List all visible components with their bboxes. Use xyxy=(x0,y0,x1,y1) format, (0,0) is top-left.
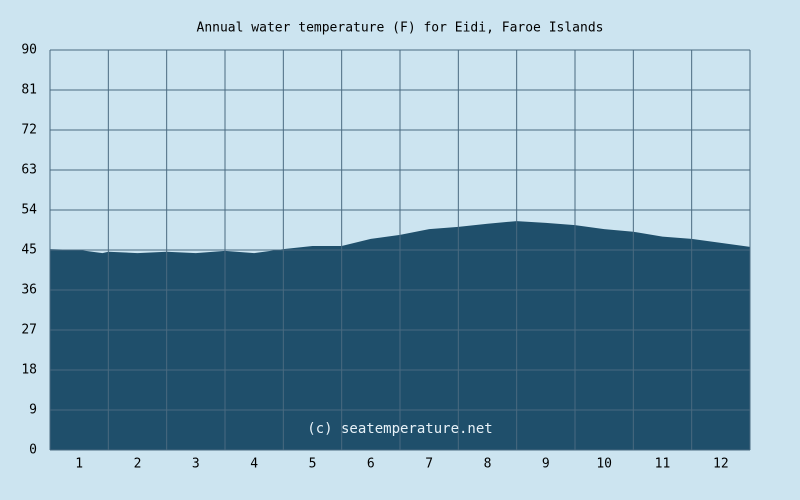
y-tick-label: 54 xyxy=(21,203,37,218)
x-tick-label: 2 xyxy=(134,457,142,472)
x-tick-label: 9 xyxy=(542,457,550,472)
y-tick-label: 72 xyxy=(21,123,37,138)
x-tick-label: 12 xyxy=(713,457,729,472)
x-tick-label: 8 xyxy=(484,457,492,472)
y-tick-label: 81 xyxy=(21,83,37,98)
y-tick-label: 36 xyxy=(21,283,37,298)
y-tick-label: 63 xyxy=(21,163,37,178)
x-tick-label: 5 xyxy=(309,457,317,472)
y-tick-label: 0 xyxy=(29,443,37,458)
chart-title: Annual water temperature (F) for Eidi, F… xyxy=(197,21,604,36)
x-tick-label: 6 xyxy=(367,457,375,472)
x-tick-label: 7 xyxy=(425,457,433,472)
x-tick-label: 11 xyxy=(655,457,671,472)
y-tick-label: 90 xyxy=(21,43,37,58)
y-tick-label: 9 xyxy=(29,403,37,418)
y-tick-label: 18 xyxy=(21,363,37,378)
x-tick-label: 3 xyxy=(192,457,200,472)
watermark: (c) seatemperature.net xyxy=(307,421,492,437)
x-tick-label: 1 xyxy=(75,457,83,472)
x-tick-label: 4 xyxy=(250,457,258,472)
x-tick-label: 10 xyxy=(596,457,612,472)
y-tick-label: 27 xyxy=(21,323,37,338)
y-tick-label: 45 xyxy=(21,243,37,258)
